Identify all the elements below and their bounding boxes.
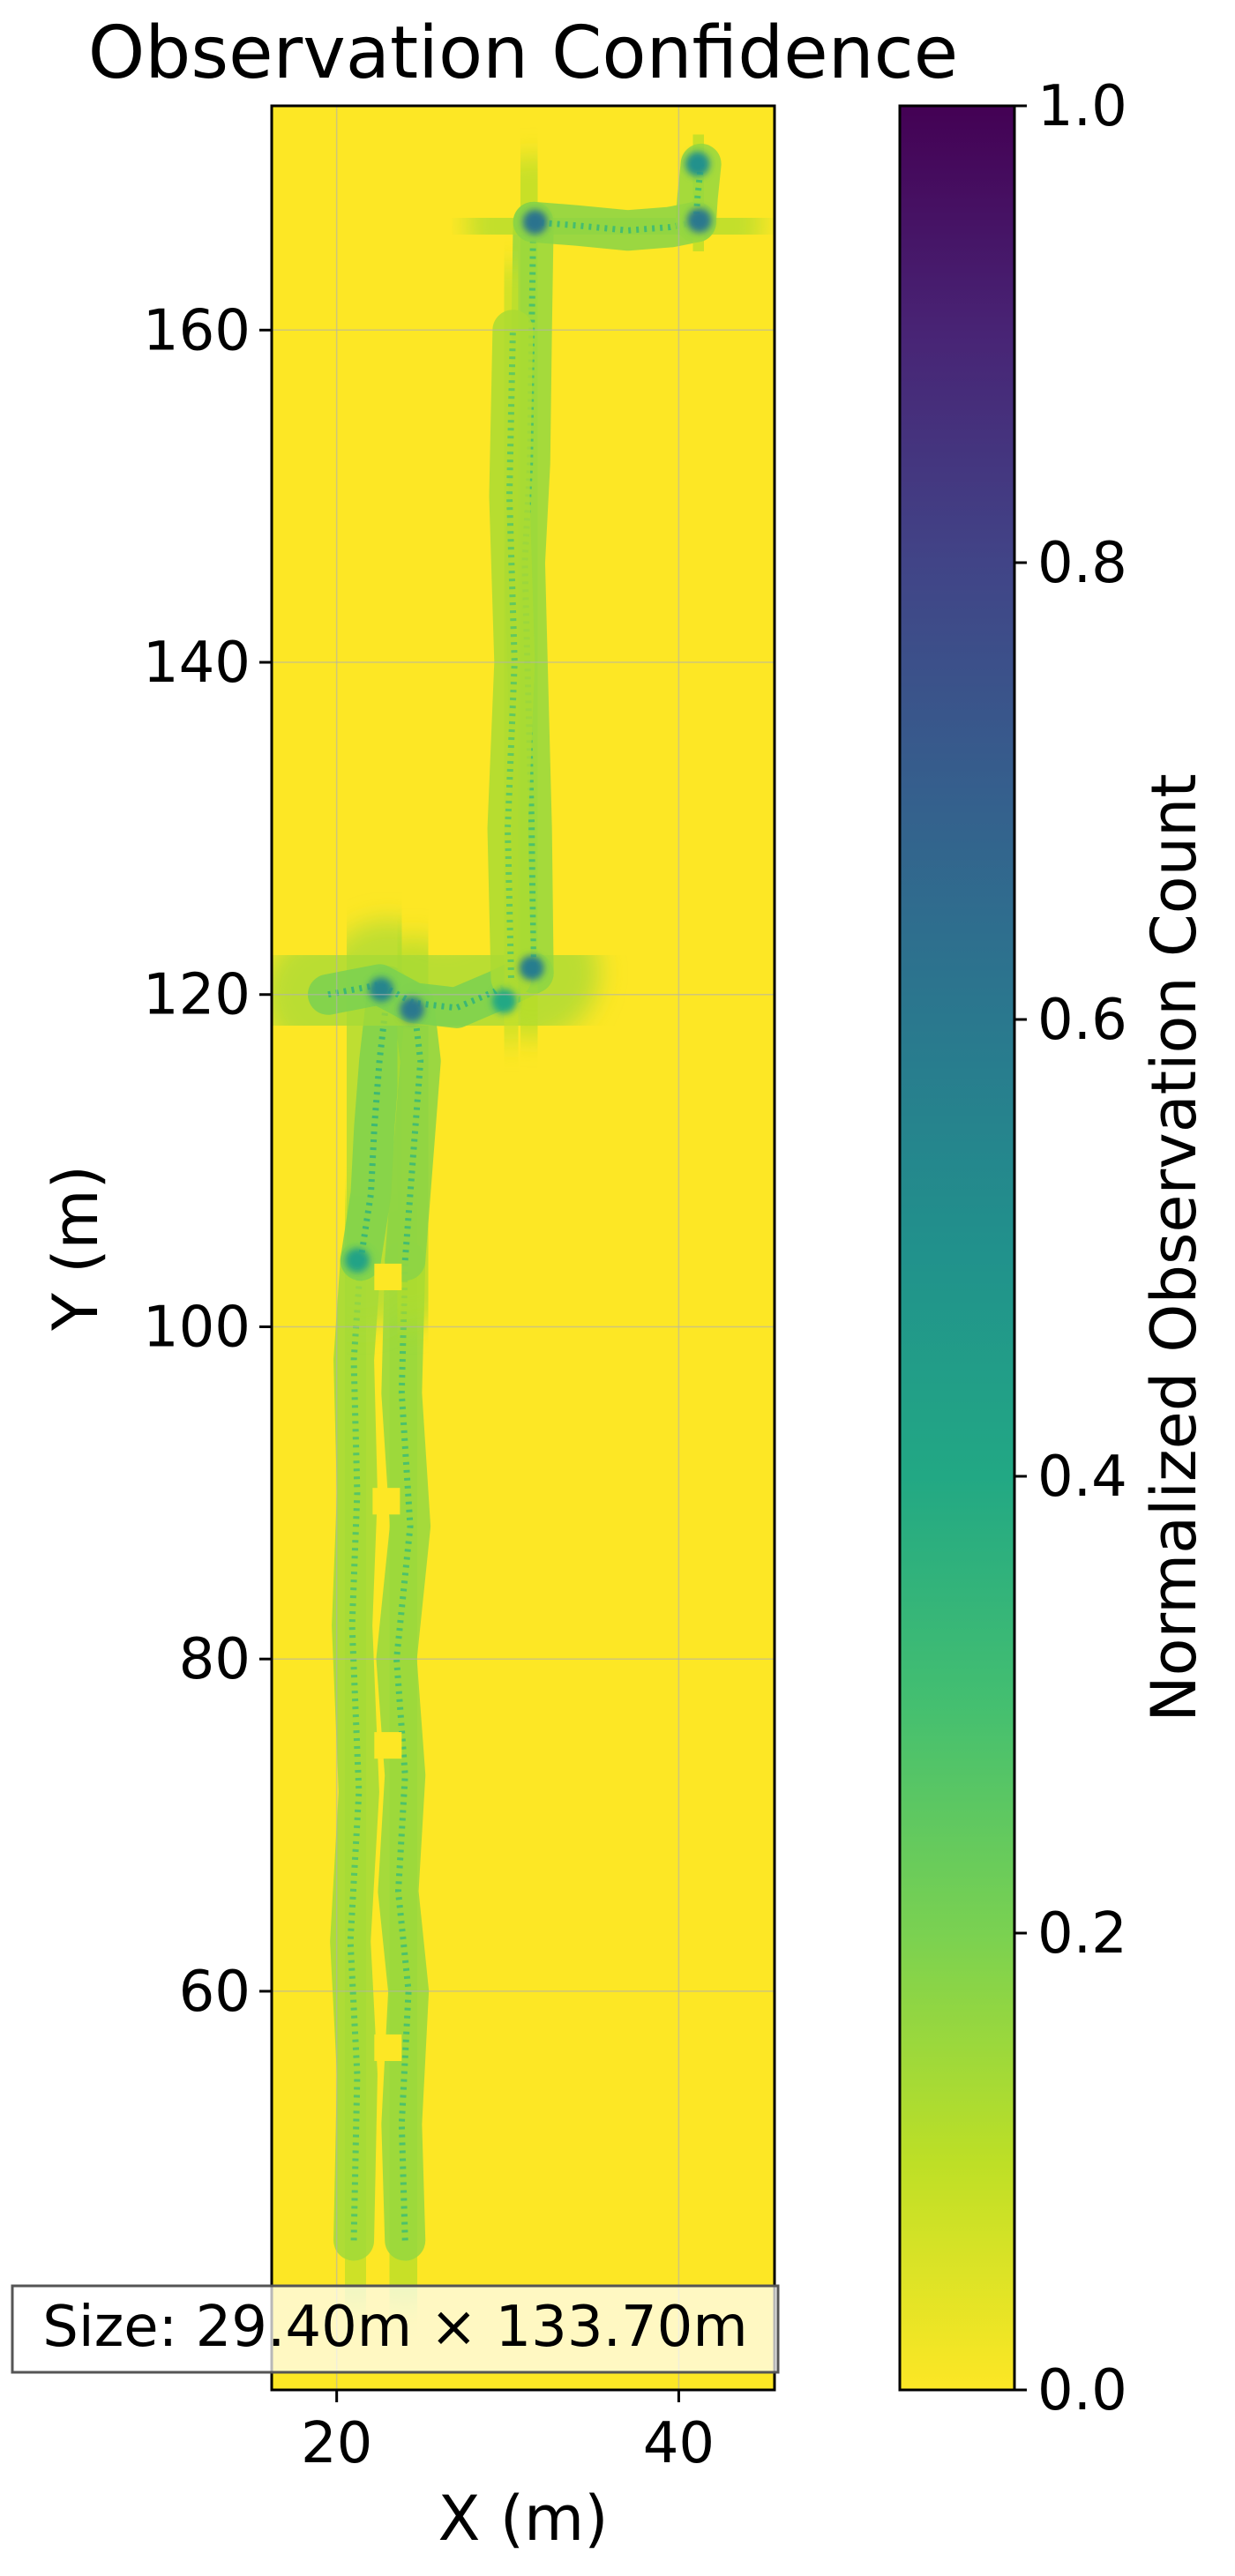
x-axis-ticks: 20 40	[301, 2390, 715, 2476]
hotspot-7	[491, 989, 517, 1014]
unobserved-cell-1	[372, 1488, 400, 1515]
hotspot-0	[369, 977, 394, 1003]
unobserved-cell-0	[374, 1263, 402, 1291]
colorbar-tick-label-2: 0.4	[1037, 1445, 1127, 1510]
colorbar-ticks: 0.0 0.2 0.4 0.6 0.8 1.0	[1014, 74, 1127, 2423]
hotspot-1	[399, 997, 424, 1022]
colorbar: 0.0 0.2 0.4 0.6 0.8 1.0 Normalized Observatio…	[898, 74, 1210, 2423]
plot-frame	[270, 104, 776, 2392]
colorbar-tick-label-5: 1.0	[1037, 74, 1127, 139]
x-axis-label: X (m)	[438, 2483, 608, 2555]
size-annotation: Size: 29.40m × 133.70m	[11, 2284, 780, 2374]
chart-title: Observation Confidence	[88, 11, 958, 95]
colorbar-label: Normalized Observation Count	[1138, 773, 1210, 1722]
colorbar-tick-label-4: 0.8	[1037, 531, 1127, 596]
trajectory-1	[347, 1259, 364, 2241]
unobserved-cell-2	[374, 1732, 402, 1759]
hotspot-3	[522, 209, 548, 235]
trajectory-4	[327, 970, 535, 1012]
size-annotation-box	[11, 2284, 780, 2374]
x-tick-label-40: 40	[643, 2411, 715, 2476]
y-axis-label: Y (m)	[40, 1165, 112, 1332]
hotspot-4	[686, 207, 712, 233]
colorbar-tick-label-0: 0.0	[1037, 2358, 1127, 2423]
y-tick-label-160: 160	[143, 298, 251, 363]
y-tick-label-60: 60	[179, 1960, 251, 2025]
plot-area	[270, 104, 776, 2392]
grid-lines	[272, 106, 775, 2390]
y-tick-label-140: 140	[143, 631, 251, 696]
y-tick-label-100: 100	[143, 1295, 251, 1360]
hotspot-2	[519, 955, 544, 981]
size-annotation-text: Size: 29.40m × 133.70m	[42, 2295, 747, 2360]
y-tick-label-80: 80	[179, 1627, 251, 1692]
unobserved-cell-3	[374, 2034, 402, 2062]
y-axis-ticks: 60 80 100 120 140 160	[143, 298, 272, 2025]
colorbar-tick-label-1: 0.2	[1037, 1901, 1127, 1967]
y-tick-label-120: 120	[143, 963, 251, 1028]
colorbar-tick-label-3: 0.6	[1037, 988, 1127, 1053]
colorbar-gradient	[898, 104, 1016, 2392]
hotspot-5	[685, 151, 710, 176]
x-tick-label-20: 20	[301, 2411, 372, 2476]
hotspot-6	[344, 1248, 370, 1273]
